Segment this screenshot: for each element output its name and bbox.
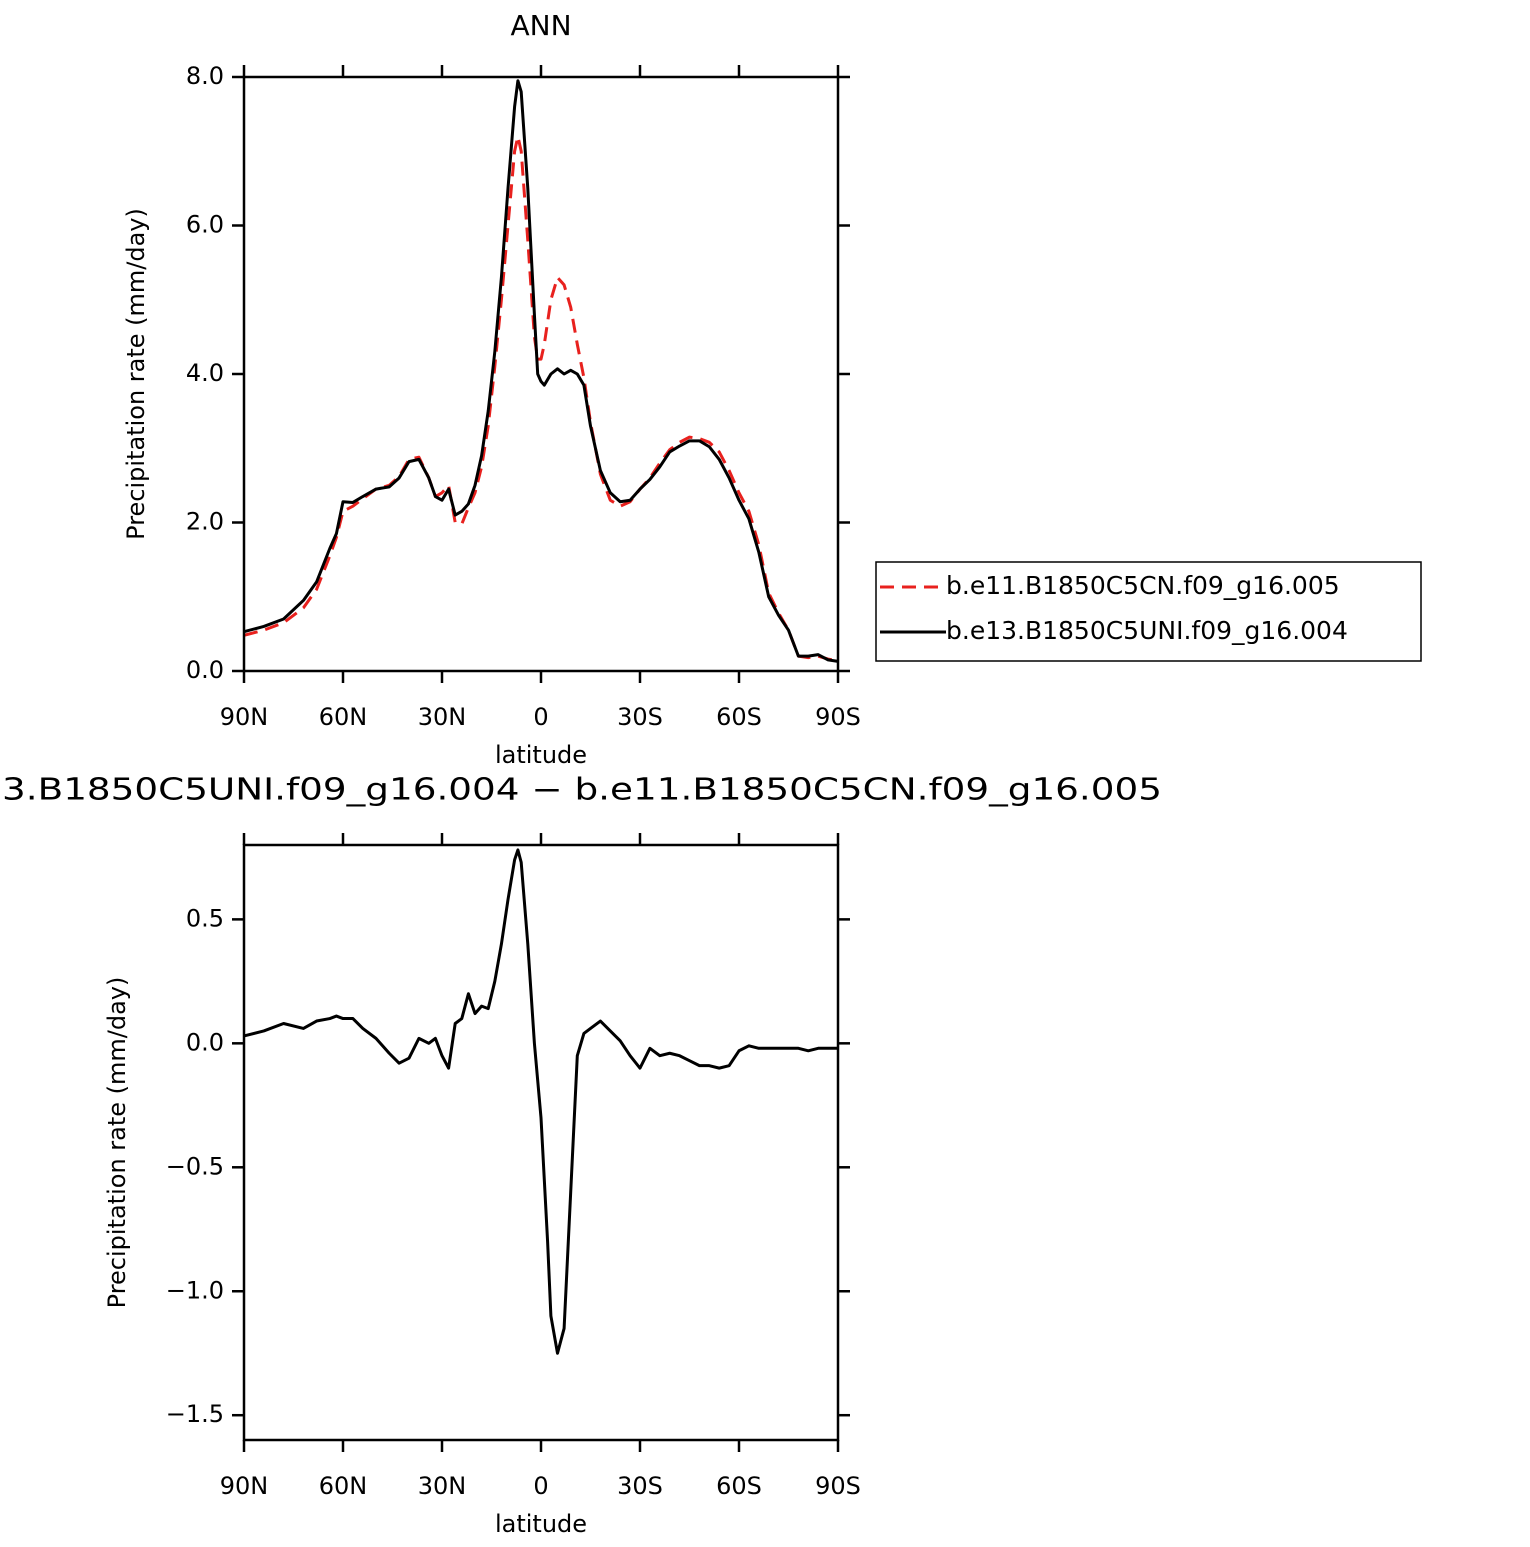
x-tick-label: 30S	[617, 703, 663, 731]
y-tick-label: −1.0	[166, 1276, 224, 1304]
y-tick-label: −0.5	[166, 1152, 224, 1180]
x-tick-label: 30N	[418, 1472, 467, 1500]
chart-title: 3.B1850C5UNI.f09_g16.004 − b.e11.B1850C5…	[2, 773, 1162, 808]
x-axis-label: latitude	[495, 1510, 587, 1538]
legend-label: b.e11.B1850C5CN.f09_g16.005	[946, 571, 1340, 600]
x-tick-label: 30N	[418, 703, 467, 731]
y-tick-label: 6.0	[186, 211, 224, 239]
x-tick-label: 60N	[319, 703, 368, 731]
legend-label: b.e13.B1850C5UNI.f09_g16.004	[946, 616, 1348, 645]
y-axis-label: Precipitation rate (mm/day)	[122, 208, 150, 540]
x-tick-label: 60N	[319, 1472, 368, 1500]
series-line	[243, 848, 838, 1355]
x-tick-label: 0	[533, 1472, 548, 1500]
x-tick-label: 90S	[815, 1472, 861, 1500]
y-tick-label: 0.5	[186, 904, 224, 932]
y-tick-label: 8.0	[186, 62, 224, 90]
x-tick-label: 90N	[220, 703, 269, 731]
y-tick-label: 2.0	[186, 508, 224, 536]
legend-box	[875, 561, 1422, 662]
x-axis-label: latitude	[495, 741, 587, 769]
x-tick-label: 60S	[716, 1472, 762, 1500]
y-tick-label: −1.5	[166, 1400, 224, 1428]
series-line	[243, 134, 839, 663]
y-tick-label: 0.0	[186, 656, 224, 684]
x-tick-label: 90S	[815, 703, 861, 731]
plot-frame	[242, 843, 840, 1442]
y-tick-label: 0.0	[186, 1028, 224, 1056]
y-axis-label: Precipitation rate (mm/day)	[103, 977, 131, 1309]
chart-title: ANN	[510, 9, 571, 42]
plot-frame	[242, 75, 840, 673]
y-tick-label: 4.0	[186, 359, 224, 387]
x-tick-label: 60S	[716, 703, 762, 731]
x-tick-label: 90N	[220, 1472, 269, 1500]
series-line	[243, 79, 839, 663]
x-tick-label: 0	[533, 703, 548, 731]
x-tick-label: 30S	[617, 1472, 663, 1500]
